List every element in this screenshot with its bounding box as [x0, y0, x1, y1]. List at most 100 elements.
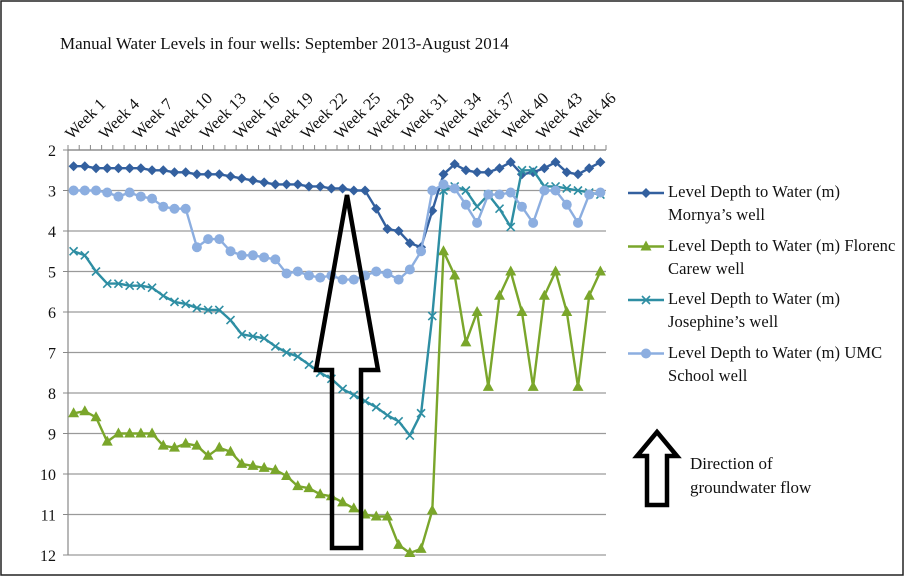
marker	[281, 179, 292, 190]
marker	[315, 272, 326, 283]
marker	[292, 266, 303, 277]
marker	[416, 408, 426, 418]
marker	[303, 482, 315, 493]
marker	[472, 167, 483, 178]
marker	[404, 264, 415, 275]
marker	[393, 274, 404, 285]
marker	[169, 203, 180, 214]
marker	[415, 542, 427, 553]
marker	[91, 266, 101, 277]
marker	[169, 167, 180, 178]
marker	[102, 163, 113, 174]
marker	[79, 405, 91, 416]
y-tick-label: 12	[40, 548, 56, 565]
marker	[203, 234, 214, 245]
marker	[337, 183, 348, 194]
marker	[326, 183, 337, 194]
marker	[594, 265, 606, 276]
marker	[349, 390, 359, 400]
marker	[113, 163, 124, 174]
marker	[572, 169, 583, 180]
marker	[472, 202, 482, 212]
marker	[304, 360, 314, 370]
marker	[68, 407, 80, 418]
marker	[460, 165, 471, 176]
y-tick-label: 8	[48, 386, 56, 403]
marker	[202, 449, 214, 460]
marker	[68, 185, 79, 196]
legend-marker	[640, 240, 652, 251]
marker	[460, 336, 472, 347]
marker	[572, 217, 583, 228]
y-tick-label: 2	[48, 143, 56, 160]
marker	[203, 305, 213, 315]
marker	[225, 246, 236, 257]
marker	[113, 279, 124, 289]
marker	[505, 157, 516, 168]
marker	[516, 201, 527, 212]
marker	[584, 163, 595, 174]
marker	[404, 546, 416, 557]
chart-title: Manual Water Levels in four wells: Septe…	[60, 34, 509, 53]
flow-arrow-icon	[632, 428, 682, 508]
marker	[79, 161, 90, 172]
marker	[147, 283, 157, 293]
marker	[562, 183, 572, 194]
marker	[382, 268, 393, 279]
legend-marker	[641, 348, 651, 359]
marker	[102, 187, 113, 198]
marker	[79, 185, 90, 196]
marker	[69, 246, 79, 256]
marker	[550, 157, 561, 168]
marker	[281, 470, 293, 481]
marker	[225, 315, 236, 325]
marker	[506, 222, 516, 232]
marker	[426, 504, 438, 515]
marker	[527, 380, 539, 391]
marker	[91, 163, 102, 174]
marker	[124, 163, 135, 174]
marker	[168, 441, 180, 452]
marker	[247, 250, 258, 261]
legend-label: Level Depth to Water (m) Mornya’s well	[668, 182, 841, 224]
marker	[248, 331, 258, 341]
legend-marker	[641, 188, 651, 198]
marker	[259, 177, 270, 188]
marker	[146, 427, 158, 438]
marker	[112, 427, 124, 438]
marker	[135, 427, 147, 438]
marker	[181, 299, 191, 309]
marker	[338, 384, 348, 394]
legend-label: Level Depth to Water (m) Florenc Carew w…	[668, 235, 896, 278]
marker	[561, 306, 573, 316]
marker	[124, 187, 135, 198]
marker	[225, 171, 236, 182]
marker	[483, 189, 494, 200]
marker	[91, 185, 102, 196]
marker	[191, 242, 202, 253]
marker	[337, 274, 348, 285]
marker	[281, 347, 292, 358]
marker	[595, 157, 606, 168]
marker	[180, 203, 191, 214]
marker	[528, 165, 538, 175]
marker	[416, 246, 427, 257]
y-tick-label: 6	[48, 305, 56, 322]
marker	[315, 181, 326, 192]
marker	[147, 193, 158, 204]
y-tick-label: 7	[48, 346, 56, 363]
marker	[270, 341, 280, 351]
marker	[573, 185, 583, 196]
marker	[381, 510, 393, 521]
marker	[135, 163, 146, 174]
marker	[460, 199, 471, 210]
marker	[371, 402, 381, 412]
marker	[169, 297, 180, 307]
marker	[505, 187, 516, 198]
marker	[405, 430, 415, 441]
marker	[113, 191, 124, 202]
marker	[394, 416, 404, 426]
marker	[259, 252, 270, 263]
